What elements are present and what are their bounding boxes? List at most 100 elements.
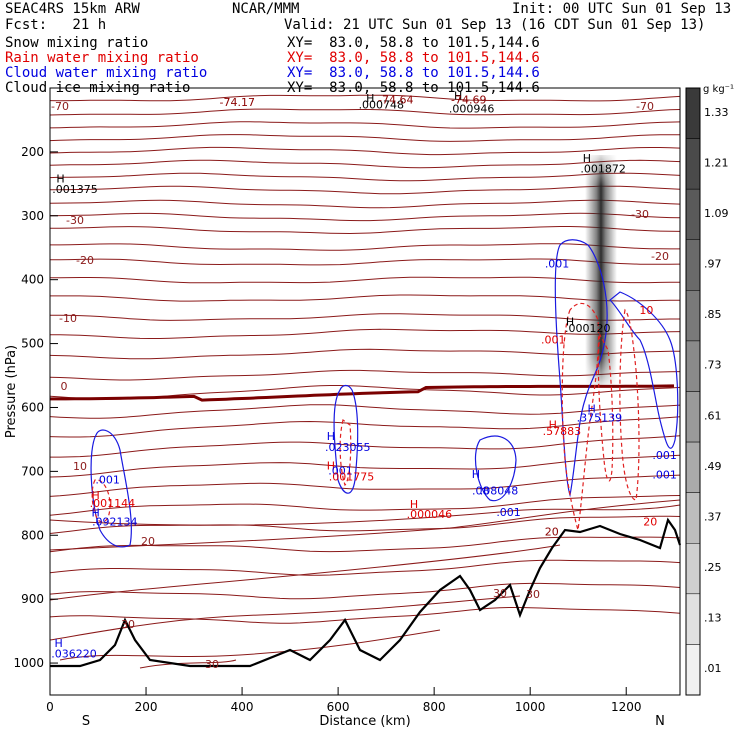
y-tick-label: 500	[21, 337, 44, 351]
contour-annotation: 20	[643, 516, 657, 529]
y-tick-label: 900	[21, 592, 44, 606]
colorbar-label: 1.21	[704, 156, 729, 169]
contour-annotation: .08048	[480, 484, 519, 497]
axes: 0 200 400 600 800 1000 12002003004005006007008…	[4, 100, 669, 729]
contour-annotation: .001	[541, 334, 566, 347]
colorbar-swatch	[685, 441, 701, 493]
isotherm-line	[49, 559, 681, 576]
contour-annotation: .57883	[543, 425, 582, 438]
colorbar-label: .49	[704, 460, 722, 473]
contour-annotation: H	[588, 403, 596, 416]
x-tick-label: 1000	[515, 700, 546, 714]
isotherm-line	[50, 313, 680, 321]
field-name-snow: Snow mixing ratio	[5, 35, 149, 51]
isotherm-line	[49, 159, 681, 169]
contour-annotation: .001	[328, 465, 353, 478]
isotherm-label: -70	[636, 100, 654, 113]
colorbar-swatch	[685, 138, 701, 190]
isotherm-line	[49, 185, 681, 195]
isotherm-line	[50, 212, 681, 222]
rain-water-contour	[339, 418, 352, 487]
y-tick-label: 400	[21, 273, 44, 287]
isotherm-line	[49, 348, 681, 360]
x-tick-label: 200	[135, 700, 158, 714]
colorbar-swatch	[685, 492, 701, 544]
colorbar-swatch	[685, 290, 701, 342]
isotherm-label: -20	[651, 250, 669, 263]
colorbar-swatch	[685, 543, 701, 595]
y-tick-label: 700	[21, 464, 44, 478]
plot-frame	[49, 87, 681, 696]
isotherm-line	[49, 504, 681, 526]
contour-annotation: H	[583, 152, 591, 165]
field-xy-cloud-water: XY= 83.0, 58.8 to 101.5,144.6	[287, 65, 540, 81]
rain-water-contour	[561, 302, 600, 531]
contour-annotation: .092134	[92, 516, 138, 529]
contour-annotation: .001	[652, 449, 677, 462]
x-tick-label: 400	[231, 700, 254, 714]
contour-annotation: .375139	[577, 412, 623, 425]
contour-annotation: .001	[545, 258, 570, 271]
cloud-water-contour	[474, 435, 517, 502]
x-tick-label: 0	[46, 700, 54, 714]
colorbar-label: 1.33	[704, 106, 729, 119]
contour-annotation: H	[566, 316, 574, 329]
x-axis-title: Distance (km)	[319, 714, 410, 729]
temperature-isotherms	[49, 94, 681, 669]
y-tick-label: 200	[21, 145, 44, 159]
rain-water-contour	[91, 479, 111, 523]
contour-annotation: .08	[472, 484, 490, 497]
isotherm-label: -70	[51, 100, 69, 113]
isotherm-line	[50, 226, 681, 235]
y-axis-title: Pressure (hPa)	[4, 345, 19, 438]
x-tick-label: 800	[423, 700, 446, 714]
isotherm-line	[49, 121, 681, 129]
y-tick-label: 600	[21, 400, 44, 414]
colorbar-swatch	[685, 391, 701, 443]
valid-time: Valid: 21 UTC Sun 01 Sep 13 (16 CDT Sun …	[284, 17, 706, 33]
field-xy-snow: XY= 83.0, 58.8 to 101.5,144.6	[287, 35, 540, 51]
contour-annotation: .001	[496, 506, 521, 519]
isotherm-line	[49, 404, 681, 419]
colorbar: 1.33 1.21 1.09 .97 .85 .73 .61 .49 .37 .25 .13 .01 g…	[685, 84, 734, 696]
contour-annotation: .001	[652, 468, 677, 481]
isotherm-line	[49, 595, 521, 641]
isotherm-line	[49, 94, 681, 102]
contour-annotation: H	[327, 430, 335, 443]
colorbar-swatch	[685, 87, 701, 139]
contour-annotation: .001144	[90, 497, 136, 510]
y-tick-label: 1000	[13, 656, 44, 670]
isotherm-line	[50, 435, 681, 458]
isotherm-line	[49, 607, 681, 624]
contour-annotation: 10	[639, 304, 653, 317]
init-time: Init: 00 UTC Sun 01 Sep 13	[512, 1, 732, 17]
contour-annotation: H	[56, 173, 64, 186]
isotherm-line	[49, 369, 681, 381]
colorbar-swatch	[685, 188, 701, 241]
isotherm-line	[49, 276, 681, 284]
contour-annotation: H	[366, 92, 374, 105]
contour-annotation: -74.69	[451, 93, 486, 106]
isotherm-line	[49, 544, 561, 601]
isotherm-line	[50, 294, 680, 302]
colorbar-label: .25	[704, 561, 722, 574]
isotherm-line	[49, 134, 681, 142]
colorbar-frame	[685, 87, 701, 696]
contour-annotation: -74.17	[220, 96, 255, 109]
annotations: -74.17 H.000748-74.64 H-74.69.000946H.0013…	[51, 90, 677, 661]
isotherm-line	[59, 629, 441, 661]
colorbar-swatch	[685, 340, 701, 392]
isotherm-label: 0	[61, 380, 68, 393]
contour-annotation: .001775	[329, 470, 375, 483]
contour-annotation: .001375	[52, 183, 98, 196]
x-tick-label: 600	[327, 700, 350, 714]
isotherm-label: 20	[141, 535, 155, 548]
freezing-level-line	[50, 384, 675, 402]
contour-annotation: .036220	[51, 647, 97, 660]
isotherm-line	[50, 243, 680, 251]
colorbar-unit: g kg⁻¹	[703, 84, 734, 95]
isotherm-line	[139, 659, 237, 669]
contour-annotation: H	[549, 419, 557, 432]
isotherm-label: -30	[631, 208, 649, 221]
